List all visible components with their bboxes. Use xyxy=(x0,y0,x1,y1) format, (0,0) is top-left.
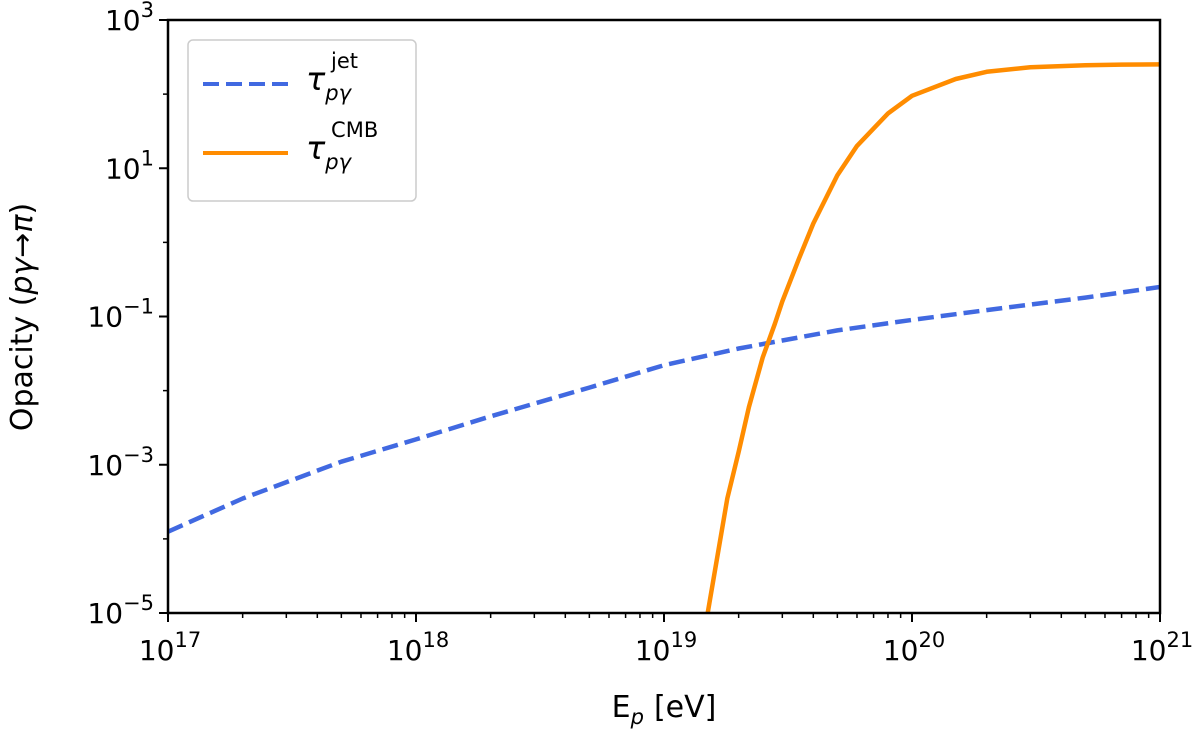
x-tick-label: 1021 xyxy=(1131,628,1193,667)
y-tick-label: 10−5 xyxy=(87,591,154,630)
series-layer xyxy=(168,62,1160,613)
x-tick-label: 1019 xyxy=(635,628,697,667)
legend-cmb-sub: pγ xyxy=(324,150,352,174)
legend: τpγjet τpγCMB xyxy=(187,39,417,202)
y-axis-title-prefix: Opacity ( xyxy=(5,295,40,432)
y-axis-title-expr: pγ→π xyxy=(5,214,40,296)
y-tick-label: 10−3 xyxy=(87,443,154,482)
x-tick-label: 1017 xyxy=(139,628,201,667)
legend-label-cmb: τpγ CMB xyxy=(306,118,378,174)
x-axis-title-sub: p xyxy=(630,705,644,729)
x-axis-title: Ep [eV] xyxy=(612,690,717,729)
x-tick-label: 1018 xyxy=(387,628,449,667)
legend-jet-sub: pγ xyxy=(324,81,352,105)
y-tick-label: 10−1 xyxy=(87,295,154,334)
y-tick-label: 103 xyxy=(105,0,154,37)
legend-cmb-symbol: τ xyxy=(306,129,326,167)
x-axis-title-unit: [eV] xyxy=(654,690,716,725)
legend-jet-sup: jet xyxy=(330,49,358,73)
y-axis-title-suffix: ) xyxy=(5,203,40,215)
tick-layer: 1017 1018 1019 1020 1021 10−5 10−3 10−1 101 103 xyxy=(87,0,1193,667)
y-axis-title: Opacity (pγ→π) xyxy=(5,203,40,431)
legend-box xyxy=(187,39,417,202)
legend-cmb-sup: CMB xyxy=(331,118,378,142)
series-line-tau_pgamma_cmb xyxy=(705,62,1160,613)
y-tick-label: 101 xyxy=(105,146,154,185)
x-axis-title-base: E xyxy=(612,690,631,725)
legend-label-jet: τpγ jet xyxy=(306,49,358,105)
x-tick-label: 1020 xyxy=(883,628,945,667)
legend-jet-symbol: τ xyxy=(306,60,326,98)
series-line-tau_pgamma_jet xyxy=(168,284,1160,534)
